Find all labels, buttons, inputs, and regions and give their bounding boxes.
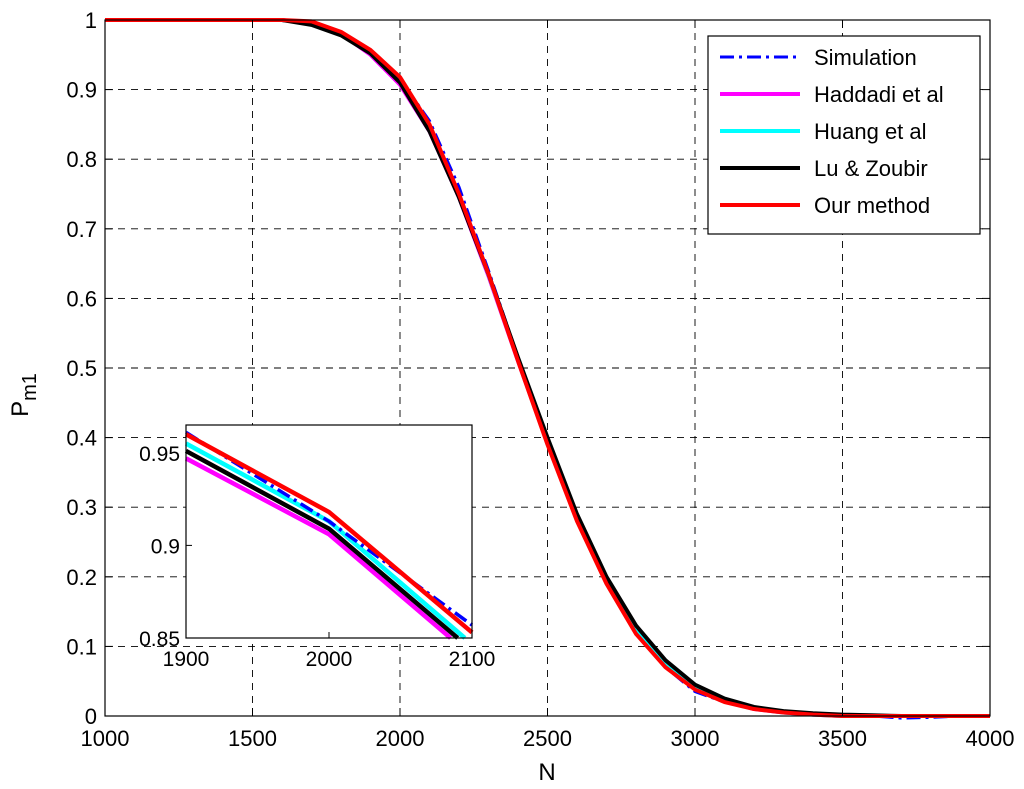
y-axis-label: Pm1: [7, 373, 41, 417]
x-tick-label-4000: 4000: [966, 726, 1015, 751]
legend-label-simulation: Simulation: [814, 45, 917, 70]
y-tick-label-0: 0: [85, 704, 97, 729]
y-tick-label-0.9: 0.9: [66, 78, 97, 103]
inset-series-group: [184, 430, 474, 640]
inset-plot: 1900 2000 2100 0.85 0.9 0.95: [139, 424, 495, 671]
inset-x-tick-label-1900: 1900: [163, 648, 210, 671]
x-tick-label-1000: 1000: [81, 726, 130, 751]
legend: Simulation Haddadi et al Huang et al Lu & Z…: [707, 35, 981, 235]
y-tick-label-0.5: 0.5: [66, 356, 97, 381]
x-tick-label-2500: 2500: [523, 726, 572, 751]
inset-ticks: 1900 2000 2100 0.85 0.9 0.95: [139, 443, 495, 671]
inset-y-tick-label-0.9: 0.9: [151, 535, 180, 558]
x-axis-label: N: [538, 759, 555, 786]
x-tick-label-3000: 3000: [671, 726, 720, 751]
y-axis-label-main: P: [7, 401, 34, 417]
y-tick-label-0.4: 0.4: [66, 426, 97, 451]
y-tick-label-1: 1: [85, 8, 97, 33]
x-tick-label-2000: 2000: [376, 726, 425, 751]
inset-y-tick-label-0.85: 0.85: [139, 628, 180, 651]
inset-x-tick-label-2100: 2100: [449, 648, 496, 671]
inset-series-line-haddadi-et-al: [184, 456, 453, 640]
y-axis-label-subscript: m1: [19, 373, 41, 401]
x-tick-label-1500: 1500: [228, 726, 277, 751]
legend-label-lu-zoubir: Lu & Zoubir: [814, 156, 928, 181]
y-tick-label-0.6: 0.6: [66, 286, 97, 311]
inset-series-line-our-method: [184, 432, 474, 635]
x-tick-label-3500: 3500: [818, 726, 867, 751]
inset-x-tick-label-2000: 2000: [306, 648, 353, 671]
legend-items: Simulation Haddadi et al Huang et al Lu & Z…: [720, 45, 944, 218]
y-tick-label-0.3: 0.3: [66, 495, 97, 520]
y-tick-label-0.7: 0.7: [66, 217, 97, 242]
legend-box: [707, 35, 981, 235]
legend-label-huang-et-al: Huang et al: [814, 119, 927, 144]
legend-label-our-method: Our method: [814, 193, 930, 218]
y-tick-label-0.2: 0.2: [66, 565, 97, 590]
y-tick-label-0.1: 0.1: [66, 634, 97, 659]
main-ticks: 1000 1500 2000 2500 3000 3500 4000 0 0.1 0.2 0.3 0.…: [66, 8, 1014, 751]
inset-series-line-lu-zoubir: [184, 448, 460, 640]
inset-y-tick-label-0.95: 0.95: [139, 443, 180, 466]
y-tick-label-0.8: 0.8: [66, 147, 97, 172]
legend-label-haddadi-et-al: Haddadi et al: [814, 82, 944, 107]
